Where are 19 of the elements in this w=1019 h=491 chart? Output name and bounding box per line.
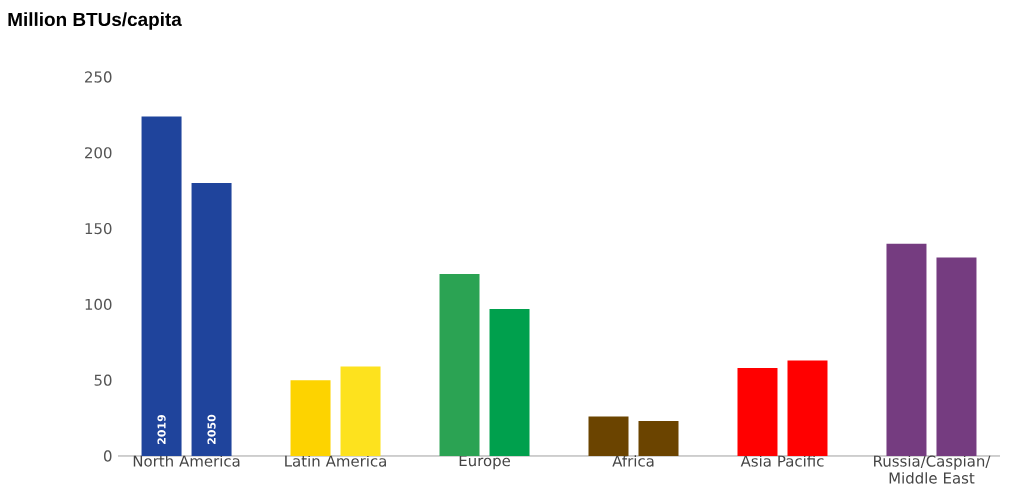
y-tick-label: 50 xyxy=(94,374,112,386)
bar xyxy=(439,274,480,456)
series-label: 2019 xyxy=(157,414,166,444)
x-tick-label: Russia/Caspian/ Middle East xyxy=(874,455,991,484)
x-tick-label: Europe xyxy=(459,455,511,470)
y-tick-label: 250 xyxy=(85,71,112,83)
x-tick-label: Asia Pacific xyxy=(740,455,824,467)
y-tick-label: 200 xyxy=(85,147,112,159)
chart-title: Million BTUs/capita xyxy=(8,12,182,30)
y-tick-label: 100 xyxy=(85,298,112,311)
y-tick-label: 0 xyxy=(103,450,112,462)
y-tick-label: 150 xyxy=(85,222,112,235)
bar xyxy=(290,380,331,456)
x-tick-label: Latin America xyxy=(285,455,386,467)
x-tick-label: Africa xyxy=(612,455,654,467)
x-tick-label: North America xyxy=(133,455,240,467)
series-label: 2050 xyxy=(207,414,216,444)
bar xyxy=(340,366,381,456)
bar xyxy=(489,308,530,456)
